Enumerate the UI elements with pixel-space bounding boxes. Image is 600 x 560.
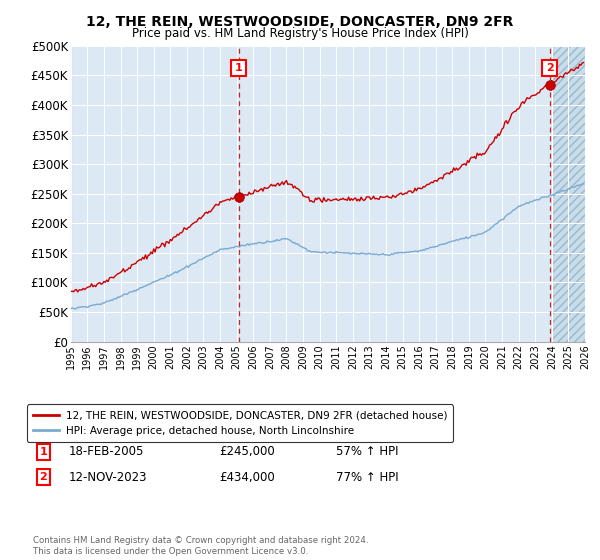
Bar [552, 46, 593, 342]
Text: 1: 1 [235, 63, 242, 73]
Text: £245,000: £245,000 [219, 445, 275, 459]
Text: Contains HM Land Registry data © Crown copyright and database right 2024.
This d: Contains HM Land Registry data © Crown c… [33, 536, 368, 556]
Text: 12, THE REIN, WESTWOODSIDE, DONCASTER, DN9 2FR: 12, THE REIN, WESTWOODSIDE, DONCASTER, D… [86, 15, 514, 29]
Text: 12-NOV-2023: 12-NOV-2023 [69, 470, 148, 484]
Legend: 12, THE REIN, WESTWOODSIDE, DONCASTER, DN9 2FR (detached house), HPI: Average pr: 12, THE REIN, WESTWOODSIDE, DONCASTER, D… [27, 404, 454, 442]
Text: 57% ↑ HPI: 57% ↑ HPI [336, 445, 398, 459]
Text: 18-FEB-2005: 18-FEB-2005 [69, 445, 145, 459]
Text: Price paid vs. HM Land Registry's House Price Index (HPI): Price paid vs. HM Land Registry's House … [131, 27, 469, 40]
Text: 1: 1 [40, 447, 47, 457]
Bar [552, 46, 593, 342]
Text: 77% ↑ HPI: 77% ↑ HPI [336, 470, 398, 484]
Text: 2: 2 [40, 472, 47, 482]
Text: 2: 2 [546, 63, 554, 73]
Text: £434,000: £434,000 [219, 470, 275, 484]
